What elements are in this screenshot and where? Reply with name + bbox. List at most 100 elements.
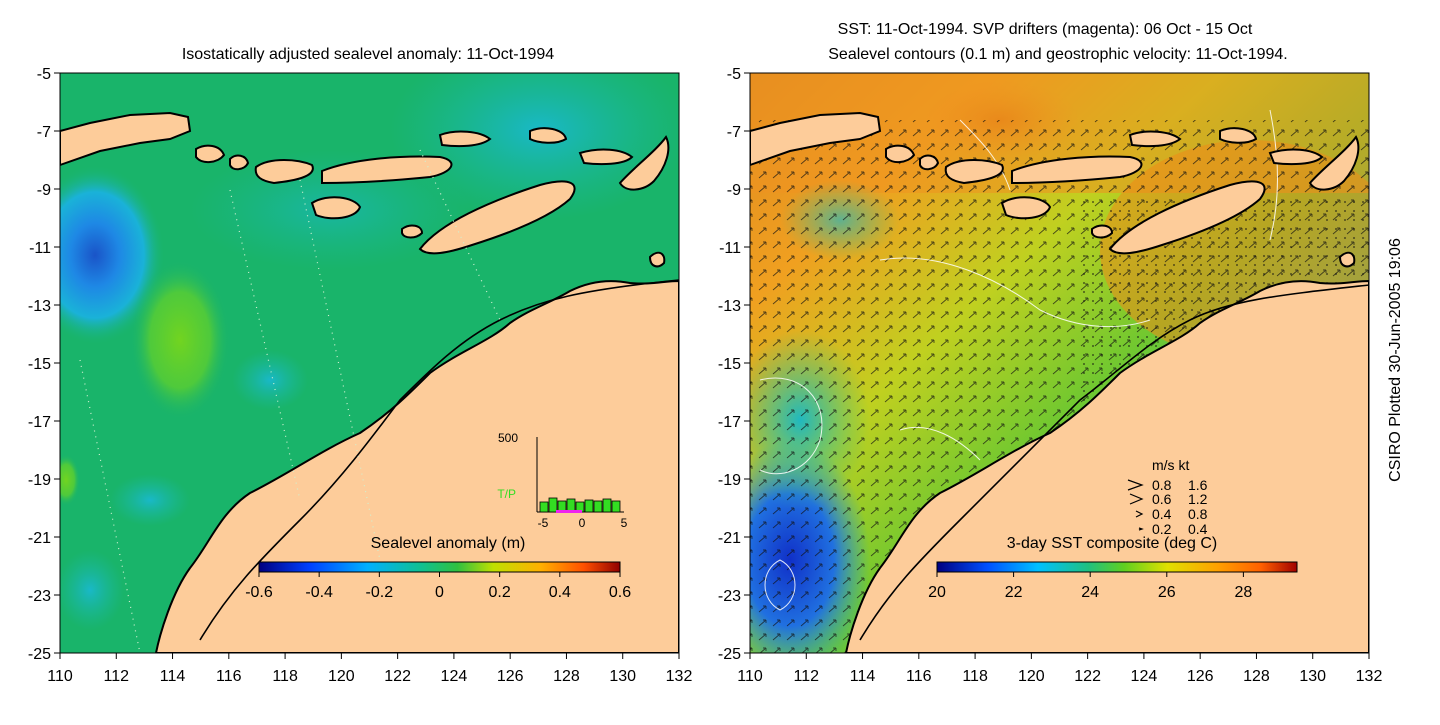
right-x-tick-label: 110: [737, 668, 763, 685]
right-map: SST: 11-Oct-1994. SVP drifters (magenta)…: [718, 21, 1383, 685]
inset-bar: [548, 497, 558, 513]
credit-text: CSIRO Plotted 30-Jun-2005 19:06: [1387, 238, 1404, 482]
right-x-tick-label: 126: [1187, 668, 1214, 685]
speed-arrow-icon: [1127, 479, 1144, 491]
left-colorbar-tick-label: -0.6: [245, 584, 273, 601]
left-map: Isostatically adjusted sealevel anomaly:…: [28, 46, 693, 685]
left-x-tick-label: 114: [160, 668, 186, 685]
right-colorbar-tick-label: 28: [1234, 584, 1252, 601]
speed-arrow-icon: [1138, 527, 1144, 531]
inset-bar: [539, 501, 549, 513]
inset-bars: [539, 497, 621, 513]
right-colorbar-tick-label: 26: [1158, 584, 1176, 601]
speed-legend-ms: 0.6: [1152, 491, 1172, 507]
right-y-tick-label: -17: [718, 414, 741, 431]
left-map-title: Isostatically adjusted sealevel anomaly:…: [182, 46, 554, 63]
left-x-tick-label: 130: [609, 668, 636, 685]
right-x-tick-label: 122: [1074, 668, 1101, 685]
sealevel-contour: [899, 426, 981, 461]
sealevel-contour: [759, 377, 823, 475]
left-x-tick-label: 120: [328, 668, 355, 685]
speed-legend-ms: 0.4: [1152, 506, 1172, 522]
right-x-tick-label: 116: [906, 668, 932, 685]
right-y-tick-label: -25: [718, 646, 741, 663]
right-x-tick-label: 112: [794, 668, 820, 685]
right-colorbar-tick-label: 20: [928, 584, 946, 601]
cyan-anomaly-southwest: [60, 550, 124, 630]
right-axis-ticks: -5 -7 -9 -11 -13 -15 -17 -19 -21 -23 -25 110 112 114 1…: [718, 66, 1383, 685]
speed-legend-kt: 1.2: [1188, 491, 1208, 507]
left-colorbar-label: Sealevel anomaly (m): [371, 535, 526, 552]
inset-drifter-marker: [556, 510, 582, 513]
left-colorbar-tick-label: 0: [435, 584, 444, 601]
speed-legend-kt: 0.4: [1188, 521, 1208, 537]
right-y-tick-label: -11: [719, 240, 741, 257]
right-x-tick-label: 120: [1018, 668, 1045, 685]
right-x-tick-label: 118: [962, 668, 988, 685]
right-colorbar: [936, 561, 1298, 573]
speed-arrow-icon: [1135, 510, 1144, 518]
tp-inset-histogram: 500 T/P -5 0 5: [497, 431, 627, 530]
sealevel-contour: [764, 559, 796, 611]
right-y-tick-label: -13: [718, 298, 741, 315]
left-y-tick-label: -17: [28, 414, 51, 431]
left-colorbar-tick-label: 0.4: [549, 584, 571, 601]
left-colorbar-tick-label: 0.6: [609, 584, 631, 601]
right-y-tick-label: -23: [718, 588, 741, 605]
left-x-tick-label: 110: [47, 668, 73, 685]
cyan-anomaly-northeast: [390, 73, 679, 220]
sealevel-contour: [959, 119, 1011, 191]
right-colorbar-tick-label: 24: [1081, 584, 1099, 601]
left-y-tick-label: -23: [28, 588, 51, 605]
inset-bar: [584, 499, 594, 513]
left-x-tick-label: 132: [666, 668, 693, 685]
left-shelf-contour: [199, 279, 679, 641]
right-y-tick-label: -5: [727, 66, 741, 83]
right-y-tick-label: -9: [727, 182, 741, 199]
left-y-tick-label: -7: [37, 124, 51, 141]
left-colorbar-ticks: -0.6 -0.4 -0.2 0 0.2 0.4 0.6: [245, 572, 631, 601]
left-colorbar-tick-label: 0.2: [489, 584, 511, 601]
left-x-tick-label: 116: [216, 668, 242, 685]
left-y-tick-label: -25: [28, 646, 51, 663]
inset-y-label: 500: [498, 431, 518, 445]
speed-legend: m/s kt 0.8 1.6 0.6 1.2 0.4 0.8 0.2 0.4: [1127, 457, 1208, 537]
right-x-tick-label: 130: [1299, 668, 1326, 685]
left-colorbar: [258, 561, 621, 573]
inset-bar: [602, 498, 612, 513]
right-x-tick-label: 124: [1131, 668, 1158, 685]
right-y-tick-label: -15: [718, 356, 741, 373]
left-y-tick-label: -19: [28, 472, 51, 489]
left-colorbar-tick-label: -0.2: [366, 584, 394, 601]
left-x-tick-label: 126: [497, 668, 524, 685]
right-map-title-line1: SST: 11-Oct-1994. SVP drifters (magenta)…: [838, 21, 1253, 38]
left-x-tick-label: 118: [272, 668, 298, 685]
right-colorbar-label: 3-day SST composite (deg C): [1007, 535, 1217, 552]
speed-arrow-icon: [1129, 493, 1144, 505]
left-x-tick-label: 128: [553, 668, 580, 685]
inset-x-tick: 0: [579, 516, 586, 530]
left-x-tick-label: 122: [384, 668, 411, 685]
left-y-tick-label: -9: [37, 182, 51, 199]
speed-legend-ms: 0.8: [1152, 477, 1172, 493]
left-y-tick-label: -21: [28, 530, 51, 547]
right-y-tick-label: -19: [718, 472, 741, 489]
left-axis-ticks: -5 -7 -9 -11 -13 -15 -17 -19 -21 -23 -25 110 112 114 1…: [28, 66, 693, 685]
sealevel-contour: [879, 257, 1151, 327]
right-y-tick-label: -7: [727, 124, 741, 141]
speed-legend-kt: 0.8: [1188, 506, 1208, 522]
right-colorbar-tick-label: 22: [1005, 584, 1023, 601]
right-shelf-contour: [859, 284, 1369, 641]
inset-x-tick: -5: [538, 516, 549, 530]
inset-series-label: T/P: [497, 487, 516, 501]
cyan-anomaly-south: [110, 474, 190, 526]
left-y-tick-label: -13: [28, 298, 51, 315]
inset-x-tick: 5: [621, 516, 628, 530]
sealevel-contours: [759, 109, 1278, 611]
cyan-anomaly-centre: [232, 350, 308, 410]
left-y-tick-label: -15: [28, 356, 51, 373]
left-x-tick-label: 124: [441, 668, 468, 685]
right-map-title-line2: Sealevel contours (0.1 m) and geostrophi…: [828, 46, 1288, 63]
